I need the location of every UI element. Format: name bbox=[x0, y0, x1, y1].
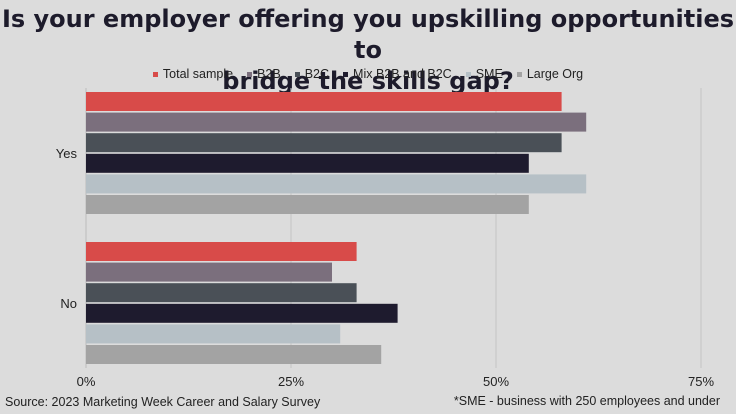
bar bbox=[86, 262, 332, 282]
bar bbox=[86, 174, 587, 194]
legend-swatch bbox=[516, 71, 522, 77]
legend-item: B2C bbox=[294, 67, 330, 81]
legend-swatch bbox=[152, 71, 158, 77]
legend-swatch bbox=[343, 71, 349, 77]
chart-title-line-2: bridge the skills gap? bbox=[222, 67, 514, 95]
legend: Total sample B2B B2C Mix B2B and B2C SME Larg… bbox=[0, 67, 736, 81]
legend-label: Total sample bbox=[162, 67, 234, 81]
bar bbox=[86, 345, 382, 364]
legend-label: Mix B2B and B2C bbox=[353, 67, 452, 81]
legend-swatch bbox=[247, 71, 253, 77]
legend-swatch bbox=[294, 71, 300, 77]
legend-swatch bbox=[465, 71, 471, 77]
bar bbox=[86, 112, 587, 132]
bar bbox=[86, 92, 562, 111]
legend-label: B2B bbox=[257, 67, 281, 81]
category-label: Yes bbox=[56, 146, 78, 161]
chart-title: Is your employer offering you upskilling… bbox=[0, 4, 736, 97]
source-note: Source: 2023 Marketing Week Career and S… bbox=[5, 395, 321, 409]
legend-item: Mix B2B and B2C bbox=[343, 67, 452, 81]
legend-label: B2C bbox=[304, 67, 330, 81]
legend-item: SME bbox=[465, 67, 503, 81]
legend-label: SME bbox=[475, 67, 503, 81]
bar bbox=[86, 283, 357, 303]
bar bbox=[86, 153, 529, 173]
legend-item: Large Org bbox=[516, 67, 584, 81]
sme-footnote: *SME - business with 250 employees and u… bbox=[453, 394, 720, 408]
chart-title-line-1: Is your employer offering you upskilling… bbox=[1, 5, 735, 64]
bar bbox=[86, 303, 398, 323]
x-tick-label: 25% bbox=[278, 374, 304, 389]
legend-item: B2B bbox=[247, 67, 281, 81]
bar bbox=[86, 324, 341, 344]
legend-item: Total sample bbox=[152, 67, 234, 81]
legend-label: Large Org bbox=[526, 67, 584, 81]
x-tick-label: 0% bbox=[77, 374, 96, 389]
bar bbox=[86, 133, 562, 153]
bar bbox=[86, 242, 357, 261]
category-label: No bbox=[60, 296, 77, 311]
x-tick-label: 50% bbox=[483, 374, 509, 389]
x-tick-label: 75% bbox=[688, 374, 714, 389]
bar bbox=[86, 195, 529, 214]
